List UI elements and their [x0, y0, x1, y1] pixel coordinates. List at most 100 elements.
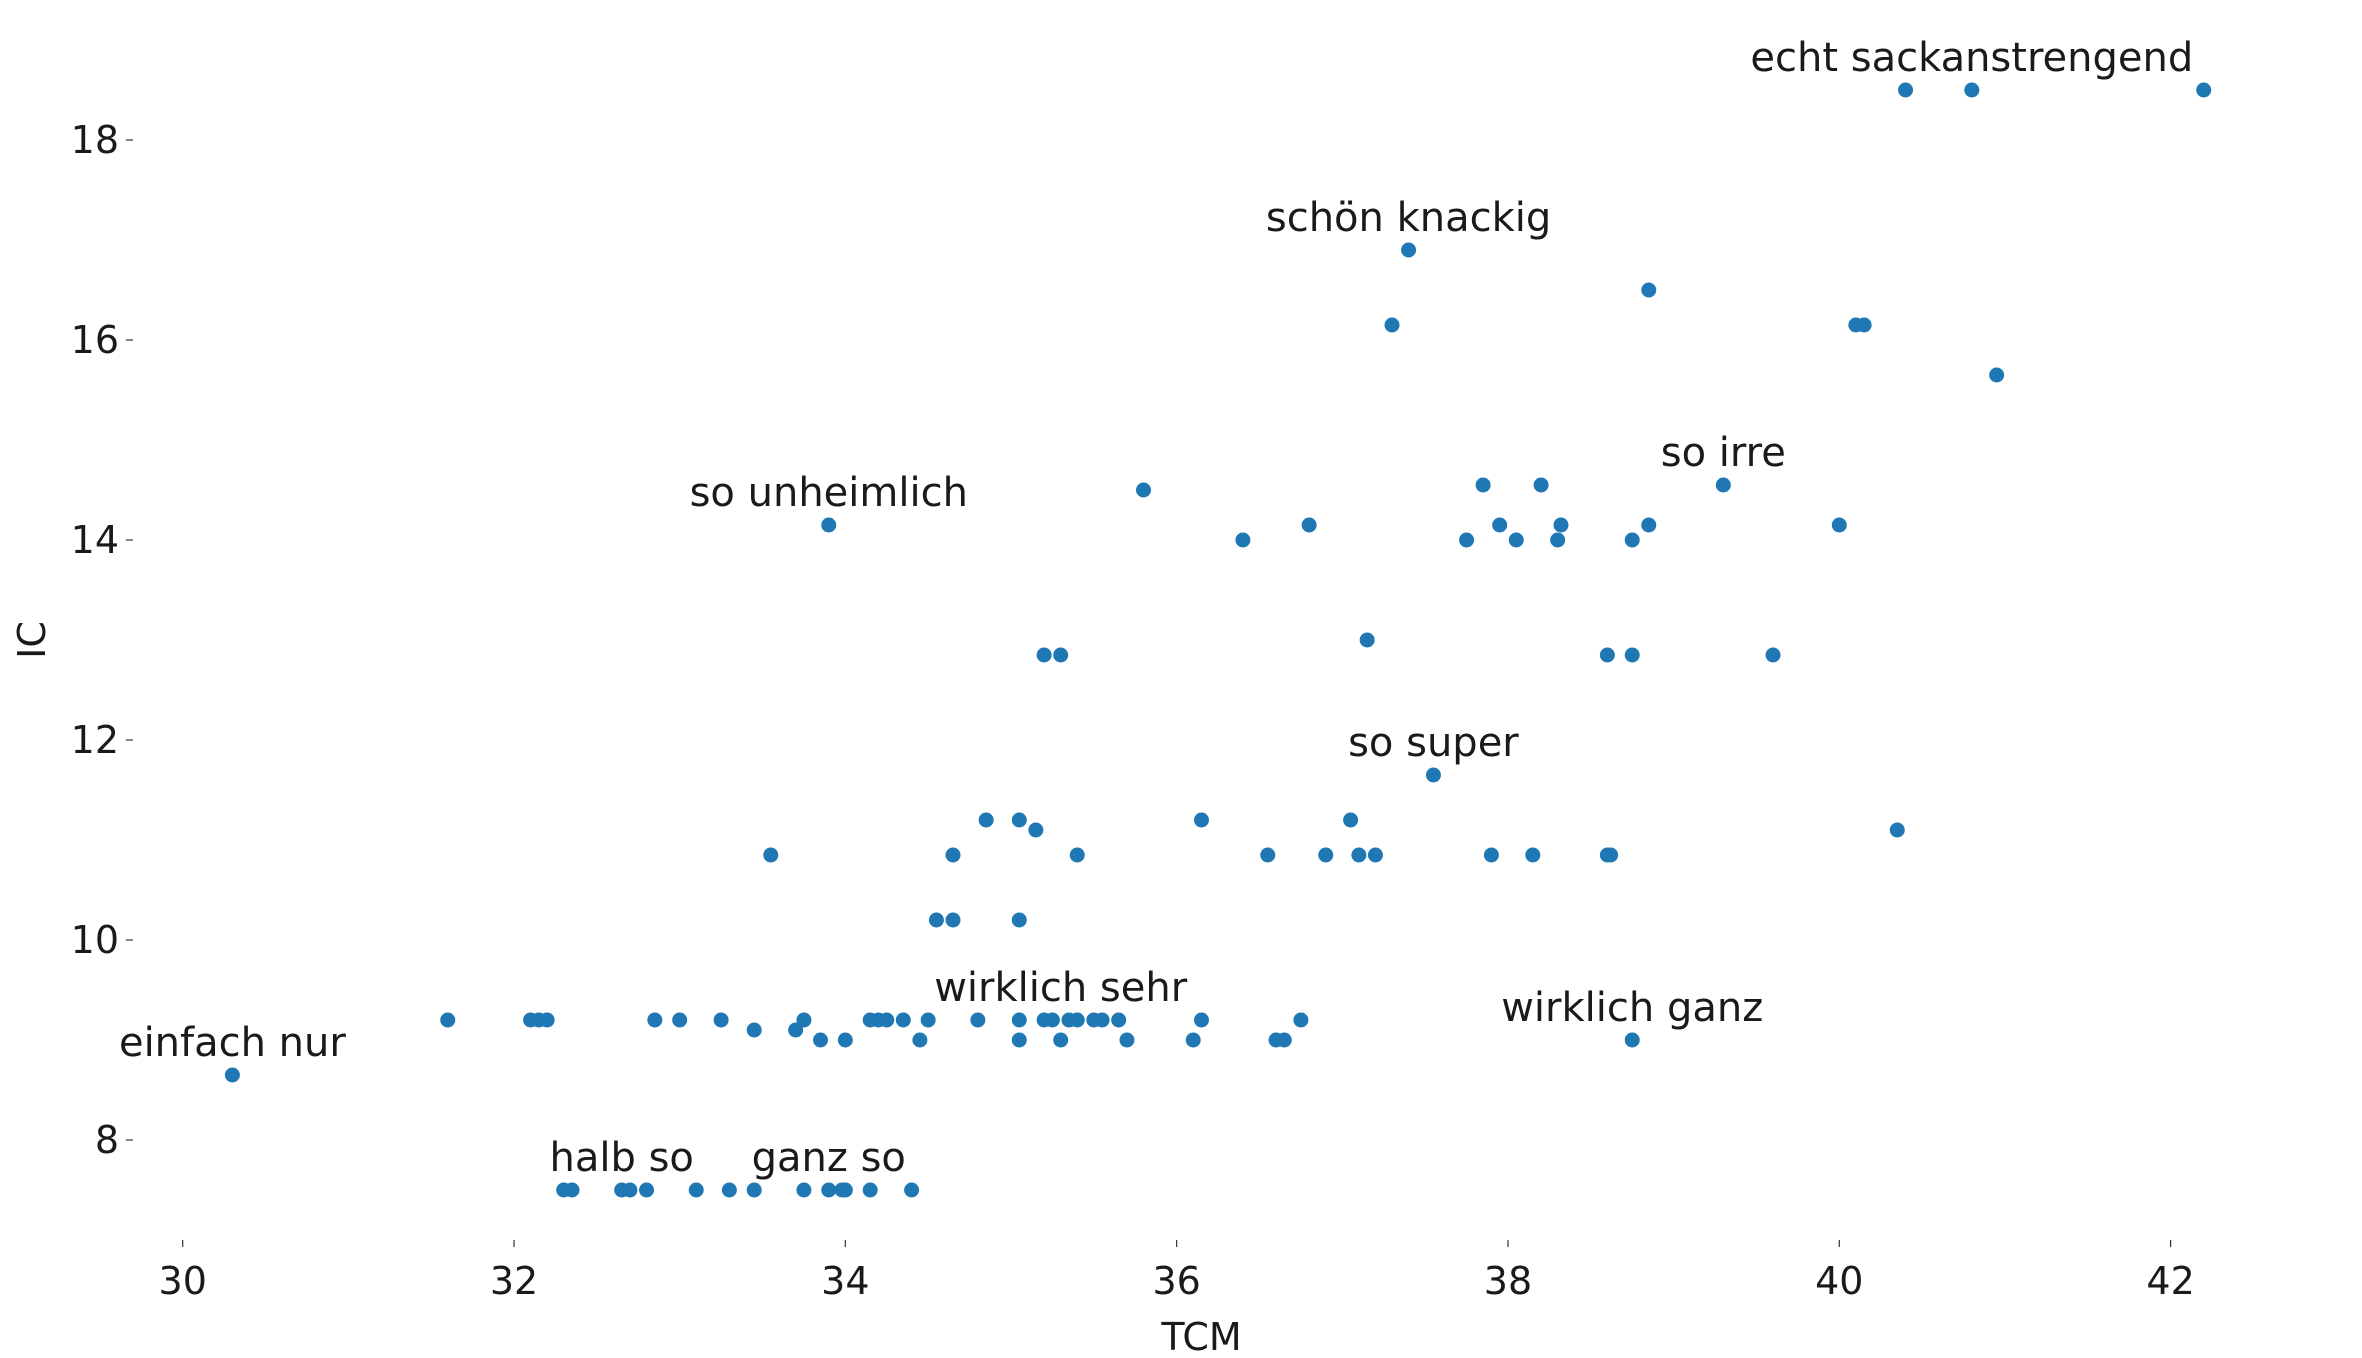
data-point — [1525, 847, 1541, 863]
data-point — [837, 1032, 853, 1048]
data-point — [1599, 647, 1615, 663]
data-point — [1401, 242, 1417, 258]
data-point — [713, 1012, 729, 1028]
data-point — [1367, 847, 1383, 863]
data-point — [1889, 822, 1905, 838]
data-point — [1483, 847, 1499, 863]
data-point — [1111, 1012, 1127, 1028]
data-point — [1550, 532, 1566, 548]
data-point — [945, 912, 961, 928]
data-point — [1425, 767, 1441, 783]
x-tick-label: 32 — [490, 1259, 538, 1303]
data-point — [1028, 822, 1044, 838]
y-tick-label: 12 — [71, 718, 119, 762]
x-tick-label: 36 — [1152, 1259, 1200, 1303]
data-point — [1011, 812, 1027, 828]
data-point — [837, 1182, 853, 1198]
annotation-label: wirklich ganz — [1501, 985, 1763, 1031]
data-point — [788, 1022, 804, 1038]
y-tick-label: 18 — [71, 118, 119, 162]
data-point — [862, 1182, 878, 1198]
data-point — [1069, 847, 1085, 863]
y-tick-label: 10 — [71, 918, 119, 962]
data-point — [440, 1012, 456, 1028]
data-point — [622, 1182, 638, 1198]
annotation-label: ganz so — [752, 1135, 906, 1181]
data-point — [1989, 367, 2005, 383]
data-point — [224, 1067, 240, 1083]
data-point — [1508, 532, 1524, 548]
data-point — [1011, 1032, 1027, 1048]
data-point — [1384, 317, 1400, 333]
data-point — [1553, 517, 1569, 533]
data-point — [1194, 1012, 1209, 1028]
annotation-label: echt sackanstrengend — [1750, 35, 2193, 81]
x-tick-label: 30 — [159, 1259, 207, 1303]
y-tick-label: 16 — [71, 318, 119, 362]
data-point — [1301, 517, 1317, 533]
data-point — [688, 1182, 704, 1198]
data-point — [1036, 647, 1052, 663]
data-point — [796, 1012, 812, 1028]
data-point — [1119, 1032, 1135, 1048]
data-point — [746, 1022, 762, 1038]
data-point — [1641, 517, 1657, 533]
data-point — [1318, 847, 1334, 863]
data-point — [1194, 812, 1209, 828]
data-point — [812, 1032, 828, 1048]
data-point — [1011, 912, 1027, 928]
annotation-label: schön knackig — [1266, 195, 1551, 241]
data-point — [639, 1182, 655, 1198]
data-point — [1856, 317, 1872, 333]
data-point — [1044, 1012, 1060, 1028]
x-tick-label: 38 — [1484, 1259, 1532, 1303]
data-point — [2196, 82, 2212, 98]
y-tick-label: 8 — [95, 1118, 119, 1162]
data-point — [1624, 647, 1640, 663]
data-point — [928, 912, 944, 928]
y-tick-label: 14 — [71, 518, 119, 562]
x-tick-label: 34 — [821, 1259, 869, 1303]
data-points — [224, 82, 2212, 1198]
data-point — [1359, 632, 1375, 648]
annotation-label: so super — [1348, 720, 1519, 766]
annotation-label: einfach nur — [119, 1020, 346, 1066]
data-point — [1533, 477, 1549, 493]
data-point — [1260, 847, 1276, 863]
annotation-label: halb so — [549, 1135, 693, 1181]
y-axis: 8 10 12 14 16 18 — [71, 118, 133, 1162]
data-point — [1094, 1012, 1110, 1028]
data-point — [1641, 282, 1657, 298]
data-point — [904, 1182, 920, 1198]
data-point — [564, 1182, 580, 1198]
y-axis-label: IC — [10, 621, 54, 659]
data-point — [1351, 847, 1367, 863]
data-point — [763, 847, 779, 863]
x-tick-label: 40 — [1815, 1259, 1863, 1303]
data-point — [1624, 532, 1640, 548]
data-point — [912, 1032, 928, 1048]
data-point — [721, 1182, 737, 1198]
annotation-label: wirklich sehr — [934, 965, 1188, 1011]
data-point — [1053, 647, 1069, 663]
x-axis: 30 32 34 36 38 40 42 — [159, 1240, 2195, 1303]
data-point — [1069, 1012, 1085, 1028]
data-point — [1603, 847, 1619, 863]
data-point — [1185, 1032, 1201, 1048]
data-point — [895, 1012, 911, 1028]
data-point — [821, 517, 837, 533]
data-point — [1898, 82, 1914, 98]
data-point — [746, 1182, 762, 1198]
data-point — [1459, 532, 1475, 548]
annotations: echt sackanstrengend schön knackig so irre… — [119, 35, 2193, 1181]
data-point — [1343, 812, 1359, 828]
data-point — [796, 1182, 812, 1198]
x-axis-label: TCM — [1160, 1315, 1241, 1358]
data-point — [1624, 1032, 1640, 1048]
data-point — [672, 1012, 688, 1028]
annotation-label: so irre — [1661, 430, 1786, 476]
x-tick-label: 42 — [2146, 1259, 2194, 1303]
data-point — [1475, 477, 1491, 493]
data-point — [978, 812, 994, 828]
